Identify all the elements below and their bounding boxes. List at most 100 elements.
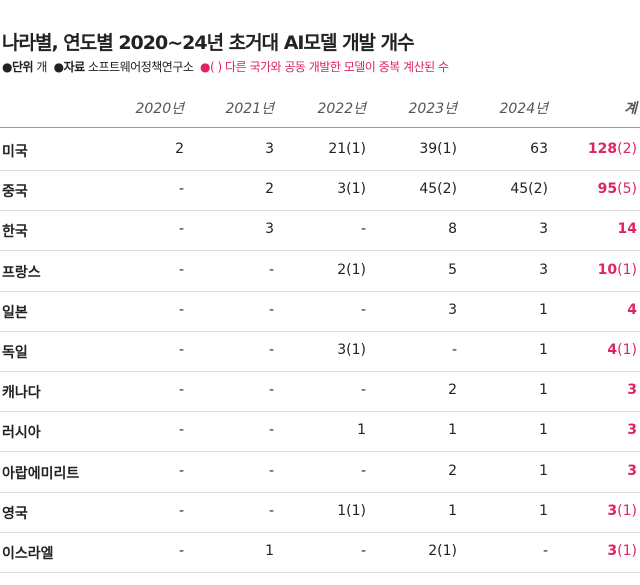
source: 소프트웨어정책연구소 — [88, 60, 194, 74]
cell: 5 — [448, 261, 457, 278]
cell: - — [178, 462, 184, 479]
cell: - — [451, 342, 457, 358]
row-rule — [0, 531, 640, 533]
cell: 1 — [539, 382, 548, 399]
row-rule — [0, 371, 640, 372]
country: 프랑스 — [2, 264, 41, 281]
column-header: 2023년 — [408, 101, 457, 117]
total: 10(1) — [598, 262, 637, 278]
unit-label: 단위 — [2, 60, 34, 74]
cell: 1 — [265, 543, 274, 559]
total-value: 3 — [607, 502, 618, 519]
total: 3 — [627, 463, 637, 479]
cell: - — [178, 181, 184, 198]
cell: - — [178, 221, 184, 238]
row-rule — [0, 572, 640, 573]
country: 독일 — [2, 345, 28, 361]
total-value: 3 — [627, 382, 637, 399]
cell: 2 — [448, 462, 457, 479]
cell: - — [542, 543, 548, 559]
cell: - — [178, 301, 184, 318]
total: 4 — [627, 302, 637, 318]
cell: - — [178, 422, 184, 439]
cell: - — [360, 301, 366, 318]
total-dup: (1) — [617, 342, 637, 358]
cell: - — [268, 462, 274, 479]
cell: 3 — [265, 221, 274, 238]
cell: - — [268, 301, 274, 318]
country: 캐나다 — [2, 385, 41, 402]
row-rule — [0, 170, 640, 171]
cell: 2(1) — [337, 261, 366, 278]
row-rule — [0, 210, 640, 212]
total: 3 — [627, 422, 637, 438]
country: 일본 — [2, 304, 28, 321]
cell: - — [268, 261, 274, 278]
note-dot: ● — [200, 60, 211, 74]
cell: 1 — [539, 462, 548, 479]
cell: - — [178, 543, 184, 559]
cell: - — [268, 382, 274, 399]
cell: - — [268, 422, 274, 439]
unit: 개 — [36, 60, 47, 74]
country: 이스라엘 — [2, 546, 54, 562]
country: 미국 — [2, 144, 28, 160]
total-header: 계 — [624, 101, 637, 117]
total-value: 3 — [627, 422, 637, 439]
cell: - — [178, 382, 184, 399]
cell: 3(1) — [337, 342, 366, 358]
column-header: 2022년 — [317, 101, 366, 117]
cell: 8 — [448, 221, 457, 238]
cell: - — [178, 342, 184, 358]
row-rule — [0, 451, 640, 453]
cell: 1 — [539, 502, 548, 519]
cell: - — [178, 502, 184, 519]
cell: 1 — [539, 422, 548, 439]
cell: 45(2) — [510, 181, 548, 198]
total: 4(1) — [607, 342, 637, 358]
cell: 2(1) — [428, 543, 457, 559]
cell: - — [360, 382, 366, 399]
total-value: 3 — [607, 543, 618, 559]
header-rule — [0, 127, 640, 128]
cell: 3(1) — [337, 181, 366, 198]
cell: 1 — [448, 422, 457, 439]
total-value: 128 — [587, 141, 618, 157]
cell: 21(1) — [328, 141, 366, 157]
total: 3 — [627, 382, 637, 398]
total-value: 95 — [597, 181, 618, 198]
total: 128(2) — [588, 141, 637, 157]
total-dup: (1) — [617, 261, 637, 278]
cell: - — [268, 342, 274, 358]
total-value: 14 — [617, 221, 637, 238]
cell: 39(1) — [419, 141, 457, 157]
cell: - — [268, 502, 274, 519]
cell: 1 — [539, 342, 548, 358]
total-value: 10 — [597, 261, 618, 278]
total: 3(1) — [607, 503, 637, 519]
cell: 3 — [448, 301, 457, 318]
total-value: 3 — [627, 462, 637, 479]
country: 한국 — [2, 224, 28, 241]
cell: - — [178, 261, 184, 278]
total-value: 4 — [607, 342, 618, 358]
total-dup: (1) — [617, 502, 637, 519]
country: 중국 — [2, 184, 28, 201]
total-dup: (1) — [617, 543, 637, 559]
cell: 2 — [265, 181, 274, 198]
cell: 2 — [175, 141, 184, 157]
total: 14 — [618, 221, 637, 237]
note-symbol: ( ) — [210, 60, 222, 74]
row-rule — [0, 290, 640, 292]
cell: 3 — [539, 221, 548, 238]
cell: - — [360, 543, 366, 559]
column-header: 2024년 — [499, 101, 548, 117]
cell: 1 — [539, 301, 548, 318]
cell: - — [360, 462, 366, 479]
column-header: 2021년 — [225, 101, 274, 117]
cell: 1 — [448, 502, 457, 519]
row-rule — [0, 491, 640, 493]
notes: 단위 개 자료 소프트웨어정책연구소 ●( ) 다른 국가와 공동 개발한 모델… — [2, 58, 449, 75]
total-value: 4 — [627, 301, 637, 318]
